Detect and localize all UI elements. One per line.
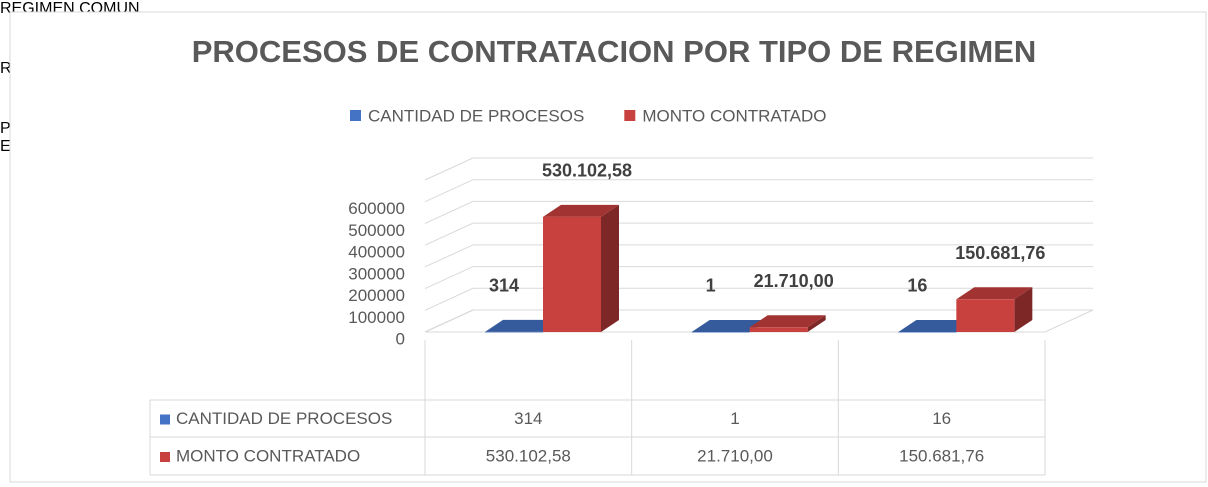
legend-label: MONTO CONTRATADO [642, 106, 826, 125]
y-tick-label: 600000 [348, 199, 405, 218]
bar [956, 299, 1015, 332]
bar-top [749, 315, 826, 328]
bar-side [601, 204, 619, 332]
table-cell: 530.102,58 [486, 446, 571, 465]
table-cell: 150.681,76 [899, 446, 984, 465]
table-legend-key [160, 452, 170, 462]
bar [485, 331, 543, 333]
table-row-label: CANTIDAD DE PROCESOS [176, 409, 392, 428]
y-tick-label: 300000 [348, 264, 405, 283]
bar-top [956, 287, 1033, 300]
legend-label: CANTIDAD DE PROCESOS [368, 106, 584, 125]
grid-line [424, 266, 1093, 290]
y-tick-label: 400000 [348, 243, 405, 262]
data-label: 314 [489, 276, 519, 296]
legend-key [624, 110, 636, 121]
bar [898, 331, 957, 333]
table-legend-key [160, 414, 170, 425]
y-tick-label: 0 [396, 329, 405, 348]
floor [424, 309, 1094, 333]
y-tick-label: 200000 [348, 286, 405, 305]
bar-top [543, 204, 619, 217]
data-label: 150.681,76 [955, 243, 1045, 263]
data-label: 1 [706, 276, 716, 296]
grid-line [424, 200, 1093, 224]
wall-edge [424, 157, 474, 181]
table-cell: 16 [932, 409, 951, 428]
table-cell: 314 [514, 409, 542, 428]
bar [749, 327, 808, 332]
bar-top [691, 319, 768, 332]
bar-top [898, 319, 975, 332]
bar-side [807, 315, 826, 332]
data-label: 530.102,58 [542, 161, 632, 181]
grid-line [424, 244, 1093, 268]
grid-line [424, 222, 1093, 246]
data-label: 21.710,00 [754, 271, 834, 291]
grid-line [424, 287, 1093, 311]
bar [543, 216, 601, 332]
table-row-label: MONTO CONTRATADO [176, 446, 360, 465]
grid-line [424, 179, 1093, 203]
table-cell: 1 [730, 409, 739, 428]
bar-side [1014, 287, 1033, 332]
bar-top [485, 319, 561, 332]
y-tick-label: 500000 [348, 221, 405, 240]
data-label: 16 [907, 276, 927, 296]
bar [691, 331, 750, 333]
chart-title: PROCESOS DE CONTRATACION POR TIPO DE REG… [192, 34, 1037, 69]
legend-key [350, 110, 361, 121]
table-cell: 21.710,00 [697, 446, 773, 465]
y-tick-label: 100000 [348, 308, 405, 327]
